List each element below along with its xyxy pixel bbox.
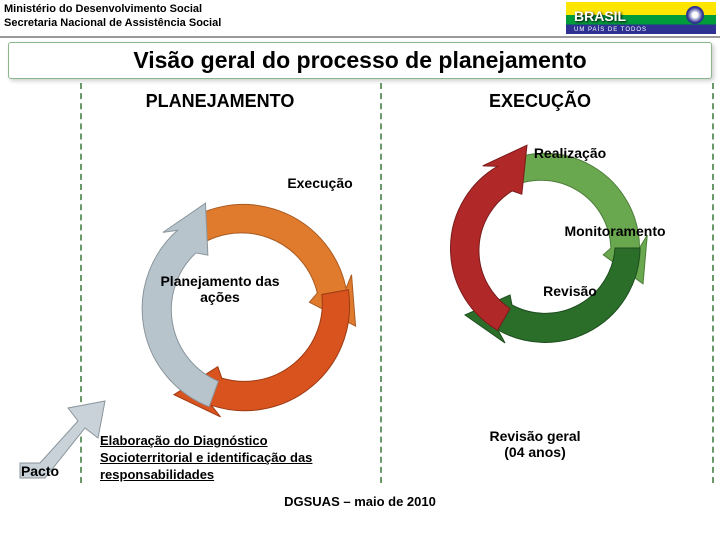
brasil-logo — [566, 2, 716, 34]
diagram-area: PLANEJAMENTO EXECUÇÃO Realização Execuç — [0, 83, 720, 513]
execucao-label: Execução — [270, 175, 370, 191]
elaboracao-label: Elaboração do Diagnóstico Socioterritori… — [100, 433, 360, 484]
revisao-geral-line1: Revisão geral — [489, 428, 580, 444]
ministry-block: Ministério do Desenvolvimento Social Sec… — [4, 2, 221, 31]
secretariat-name: Secretaria Nacional de Assistência Socia… — [4, 16, 221, 30]
revisao-geral-label: Revisão geral (04 anos) — [460, 428, 610, 460]
title-bar: Visão geral do processo de planejamento — [8, 42, 712, 79]
monitoramento-label: Monitoramento — [540, 223, 690, 239]
globe-icon — [686, 6, 704, 24]
planning-cycle — [120, 183, 370, 433]
revisao-geral-line2: (04 anos) — [504, 444, 565, 460]
execution-column-header: EXECUÇÃO — [440, 91, 640, 112]
page-title: Visão geral do processo de planejamento — [19, 47, 701, 74]
realizacao-label: Realização — [500, 145, 640, 161]
planning-column-header: PLANEJAMENTO — [120, 91, 320, 112]
page-header: Ministério do Desenvolvimento Social Sec… — [0, 0, 720, 38]
column-divider — [380, 83, 382, 483]
ministry-name: Ministério do Desenvolvimento Social — [4, 2, 221, 16]
pacto-label: Pacto — [10, 463, 70, 479]
revisao-label: Revisão — [520, 283, 620, 299]
column-divider — [712, 83, 714, 483]
execution-cycle — [430, 133, 660, 363]
planejamento-acoes-label: Planejamento das ações — [155, 273, 285, 305]
footer-text: DGSUAS – maio de 2010 — [0, 494, 720, 509]
